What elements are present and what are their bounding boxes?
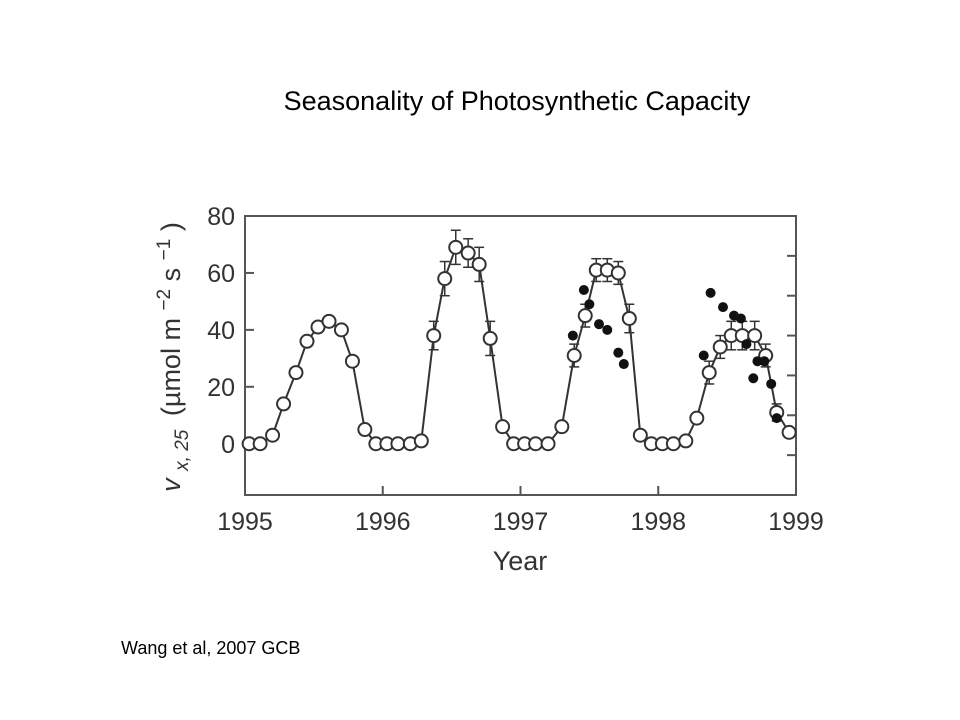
- open-circle-point: [665, 436, 681, 452]
- series-line: [249, 245, 790, 445]
- chart-axes: [244, 215, 797, 496]
- x-tick-label: 1998: [630, 508, 686, 536]
- open-circle-point: [621, 310, 637, 326]
- x-axis-label: Year: [493, 546, 548, 576]
- y-axis-exp2: −1: [154, 239, 175, 261]
- open-circle-point: [357, 422, 373, 438]
- x-tick-label: 1997: [493, 508, 549, 536]
- open-circle-point: [632, 427, 648, 443]
- x-tick-label: 1999: [768, 508, 824, 536]
- open-circle-point: [689, 410, 705, 426]
- open-circle-point: [747, 328, 763, 344]
- filled-circle-point: [759, 356, 770, 367]
- filled-circle-point: [567, 330, 578, 341]
- open-circle-point: [413, 433, 429, 449]
- filled-circle-point: [584, 299, 595, 310]
- open-circle-point: [276, 396, 292, 412]
- filled-circle-point: [594, 319, 605, 330]
- open-circle-point: [554, 419, 570, 435]
- filled-circle-point: [771, 413, 782, 424]
- x-tick-label: 1995: [217, 508, 273, 536]
- x-tick-label: 1996: [355, 508, 411, 536]
- open-circle-point: [678, 433, 694, 449]
- plot-frame: [244, 215, 797, 496]
- open-circle-point: [460, 245, 476, 261]
- open-circle-point: [577, 308, 593, 324]
- open-circle-point: [610, 265, 626, 281]
- error-bars: [428, 229, 782, 422]
- y-axis-subscript: x, 25: [172, 429, 193, 472]
- open-circle-point: [288, 365, 304, 381]
- filled-circle-point: [698, 350, 709, 361]
- slide-title: Seasonality of Photosynthetic Capacity: [283, 86, 751, 116]
- tick-labels: 1995 1996 1997 1998 1999 0 20 40 60 80: [207, 203, 824, 536]
- filled-circle-point: [602, 324, 613, 335]
- y-axis-units-open: (µmol m: [156, 318, 186, 416]
- data-markers: [241, 239, 797, 452]
- filled-circle-point: [748, 373, 759, 384]
- y-axis-label: v x, 25 (µmol m −2 s −1 ): [146, 222, 194, 492]
- open-circle-point: [540, 436, 556, 452]
- y-tick-label: 0: [221, 431, 235, 459]
- open-circle-point: [344, 353, 360, 369]
- open-circle-point: [471, 256, 487, 272]
- open-circle-point: [712, 339, 728, 355]
- citation: Wang et al, 2007 GCB: [121, 638, 301, 658]
- open-circle-point: [528, 436, 544, 452]
- filled-circle-point: [752, 356, 763, 367]
- open-circle-point: [448, 239, 464, 255]
- open-circle-point: [566, 348, 582, 363]
- open-circle-point: [333, 322, 349, 338]
- y-tick-label: 80: [207, 203, 235, 231]
- y-tick-label: 40: [207, 317, 235, 345]
- open-circle-point: [321, 313, 337, 329]
- y-axis-units-close: ): [156, 222, 186, 231]
- filled-circle-point: [613, 347, 624, 358]
- filled-circle-point: [766, 378, 777, 389]
- y-tick-label: 20: [207, 374, 235, 402]
- open-circle-point: [390, 436, 406, 452]
- filled-circle-point: [735, 313, 746, 324]
- open-circle-point: [482, 330, 498, 346]
- series-lines: [249, 245, 790, 445]
- open-circle-point: [265, 427, 281, 443]
- open-circle-point: [701, 365, 717, 381]
- y-axis-symbol: v: [156, 477, 186, 492]
- filled-circle-point: [618, 359, 629, 370]
- y-axis-exp1: −2: [154, 289, 175, 311]
- open-circle-point: [495, 419, 511, 435]
- y-axis-units-mid: s: [156, 268, 186, 282]
- y-tick-label: 60: [207, 260, 235, 288]
- open-circle-point: [781, 424, 797, 440]
- open-circle-point: [426, 328, 442, 344]
- filled-circle-point: [717, 302, 728, 313]
- open-circle-point: [252, 436, 268, 452]
- open-circle-point: [299, 333, 315, 349]
- open-circle-point: [437, 271, 453, 287]
- filled-circle-point: [705, 287, 716, 298]
- filled-circle-point: [741, 339, 752, 350]
- filled-circle-point: [578, 285, 589, 296]
